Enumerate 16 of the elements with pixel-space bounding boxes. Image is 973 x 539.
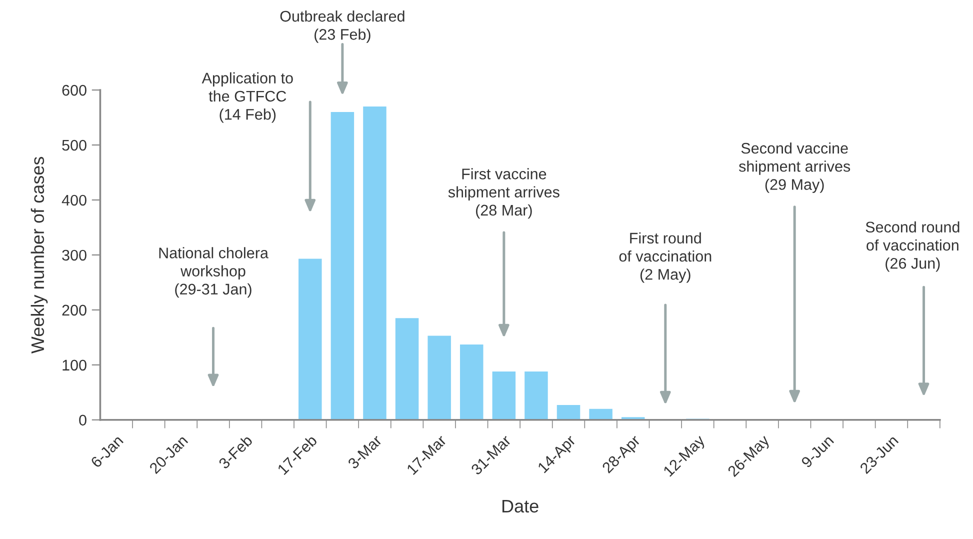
y-axis-title: Weekly number of cases (30, 156, 48, 354)
annotation: Second vaccine shipment arrives (29 May) (738, 142, 850, 193)
y-tick-label: 0 (79, 414, 86, 426)
annotation: National cholera workshop (29-31 Jan) (159, 247, 268, 298)
annotation: Second round of vaccination (26 Jun) (866, 221, 960, 272)
annotation: First round of vaccination (2 May) (619, 232, 712, 283)
x-axis-title: Date (502, 500, 538, 513)
y-tick-label: 400 (62, 194, 86, 206)
y-tick-label: 600 (62, 84, 86, 96)
y-tick-label: 100 (62, 360, 86, 371)
text: Outbreak declared (23 Feb) (280, 10, 404, 43)
annotation: Application to the GTFCC (14 Feb) (202, 72, 293, 123)
y-tick-label: 500 (62, 140, 86, 151)
y-tick-label: 200 (62, 304, 86, 316)
y-tick-label: 300 (62, 250, 86, 261)
annotation: First vaccine shipment arrives (28 Mar) (448, 168, 560, 219)
